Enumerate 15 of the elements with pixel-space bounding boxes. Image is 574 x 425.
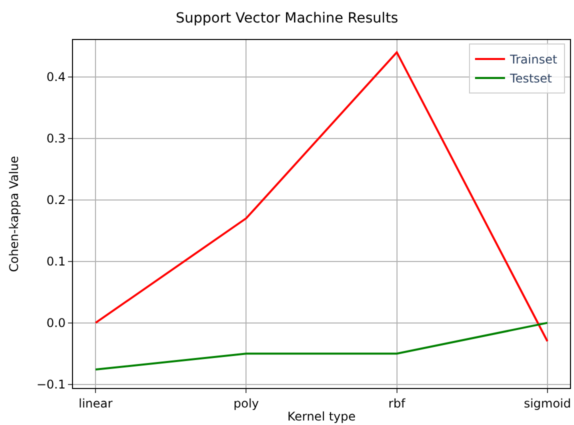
y-tick-label: 0.0 xyxy=(46,316,66,330)
x-tick-label: rbf xyxy=(388,396,406,410)
y-axis-title: Cohen-kappa Value xyxy=(6,156,21,272)
y-tick-label: −0.1 xyxy=(36,378,66,392)
y-tick-label: 0.2 xyxy=(46,193,66,208)
x-tick-label: sigmoid xyxy=(524,396,572,410)
legend-label: Trainset xyxy=(509,52,558,67)
y-tick-label: 0.4 xyxy=(46,70,66,84)
chart-title: Support Vector Machine Results xyxy=(176,10,398,27)
legend-label: Testset xyxy=(509,72,552,86)
x-tick-label: poly xyxy=(233,396,259,410)
x-axis-title: Kernel type xyxy=(287,409,356,424)
x-tick-label: linear xyxy=(78,396,113,410)
y-tick-label: 0.3 xyxy=(46,132,66,146)
y-tick-label: 0.1 xyxy=(46,254,66,269)
